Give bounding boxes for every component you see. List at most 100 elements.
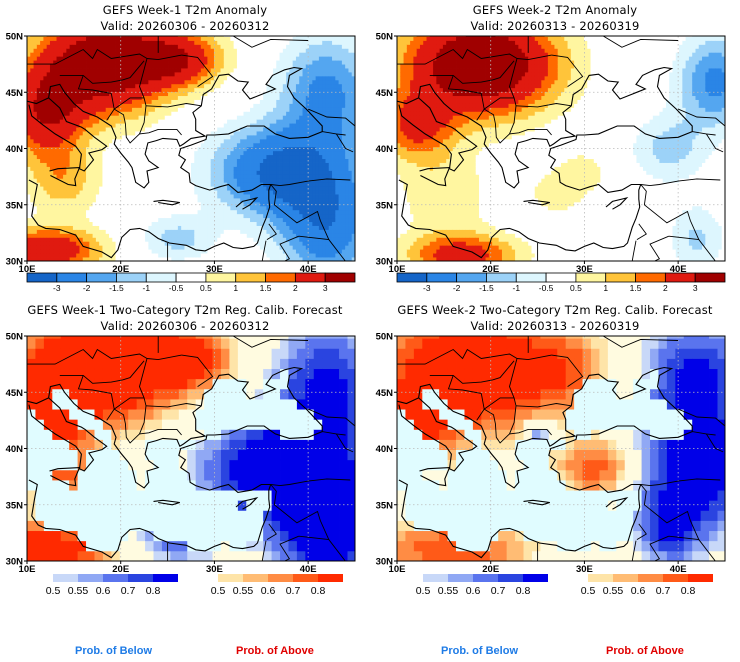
field-cell: [72, 56, 77, 61]
field-cell: [207, 119, 212, 124]
field-cell: [128, 186, 133, 191]
field-cell: [246, 111, 251, 116]
field-cell: [191, 36, 195, 41]
field-cell: [148, 72, 153, 77]
field-cell: [138, 198, 143, 203]
field-cell: [240, 249, 244, 254]
field-cell: [286, 40, 290, 45]
field-cell: [217, 75, 221, 81]
field-cell: [213, 229, 218, 234]
field-cell: [259, 72, 264, 77]
field-cell: [207, 174, 212, 179]
field-cell: [220, 186, 225, 191]
field-cell: [102, 245, 107, 250]
field-cell: [269, 127, 274, 132]
field-cell: [191, 213, 195, 219]
field-cell: [56, 83, 61, 89]
field-cell: [246, 158, 251, 163]
field-cell: [135, 209, 139, 215]
field-cell: [141, 233, 146, 238]
field-cell: [256, 198, 261, 203]
field-cell: [204, 72, 208, 77]
field-cell: [259, 241, 264, 246]
field-cell: [95, 174, 100, 179]
field-cell: [43, 79, 48, 85]
field-cell: [135, 225, 139, 230]
field-cell: [40, 205, 44, 211]
field-cell: [79, 99, 84, 104]
field-cell: [135, 198, 139, 203]
field-cell: [174, 257, 179, 261]
field-cell: [171, 178, 175, 183]
field-cell: [276, 229, 280, 234]
field-cell: [53, 253, 57, 258]
field-cell: [30, 237, 34, 242]
field-cell: [191, 201, 195, 207]
field-cell: [246, 64, 251, 69]
field-cell: [135, 166, 139, 171]
field-cell: [161, 241, 166, 246]
field-cell: [30, 48, 34, 53]
field-cell: [233, 241, 238, 246]
field-cell: [135, 170, 139, 175]
field-cell: [135, 127, 139, 132]
field-cell: [33, 142, 38, 148]
field-cell: [59, 217, 64, 223]
field-cell: [230, 158, 235, 163]
field-cell: [118, 91, 123, 97]
field-cell: [40, 142, 44, 148]
field-cell: [72, 52, 77, 57]
field-cell: [263, 249, 267, 254]
field-cell: [250, 158, 254, 163]
field-cell: [92, 241, 97, 246]
field-cell: [292, 119, 297, 124]
field-cell: [213, 72, 218, 77]
field-cell: [125, 154, 130, 160]
field-cell: [295, 91, 300, 97]
field-cell: [125, 221, 130, 226]
field-cell: [302, 241, 307, 246]
field-cell: [79, 87, 84, 93]
field-cell: [299, 72, 303, 77]
field-cell: [151, 253, 156, 258]
field-cell: [109, 146, 113, 152]
field-cell: [266, 249, 271, 254]
field-cell: [66, 205, 71, 211]
field-cell: [145, 237, 149, 242]
field-cell: [204, 178, 208, 183]
field-cell: [276, 221, 280, 226]
field-cell: [135, 115, 139, 120]
field-cell: [263, 79, 267, 85]
field-cell: [115, 154, 120, 160]
field-cell: [27, 194, 31, 199]
field-cell: [102, 205, 107, 211]
field-cell: [30, 221, 34, 226]
field-cell: [36, 72, 41, 77]
field-cell: [151, 60, 156, 65]
field-cell: [92, 166, 97, 171]
field-cell: [217, 72, 221, 77]
field-cell: [105, 154, 110, 160]
field-cell: [269, 166, 274, 171]
field-cell: [289, 190, 294, 195]
field-cell: [191, 135, 195, 140]
field-cell: [282, 138, 287, 144]
field-cell: [295, 107, 300, 112]
field-cell: [105, 56, 110, 61]
field-cell: [102, 213, 107, 219]
field-cell: [89, 217, 93, 223]
field-cell: [233, 190, 238, 195]
field-cell: [273, 40, 277, 45]
field-cell: [40, 233, 44, 238]
field-cell: [43, 221, 48, 226]
field-cell: [220, 138, 225, 144]
field-cell: [72, 103, 77, 108]
field-cell: [204, 225, 208, 230]
field-cell: [171, 44, 175, 49]
field-cell: [302, 36, 307, 41]
field-cell: [95, 154, 100, 160]
field-cell: [187, 237, 192, 242]
field-cell: [250, 56, 254, 61]
field-cell: [230, 44, 235, 49]
field-cell: [171, 40, 175, 45]
